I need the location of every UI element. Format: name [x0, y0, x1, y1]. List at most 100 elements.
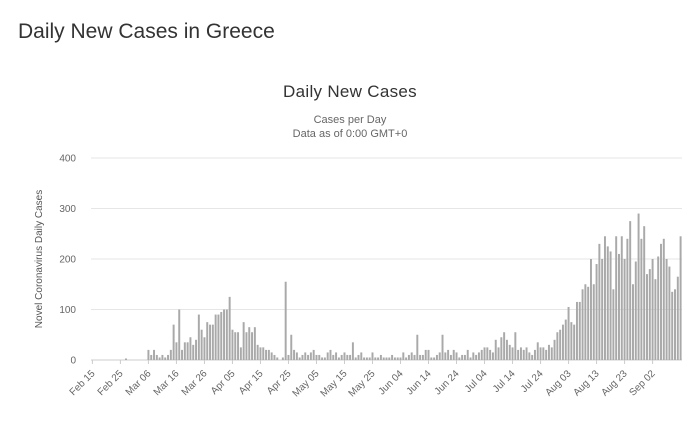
bar[interactable] — [399, 357, 402, 361]
bar[interactable] — [363, 357, 366, 361]
bar[interactable] — [536, 342, 539, 360]
bar[interactable] — [290, 334, 293, 360]
bar[interactable] — [643, 226, 646, 360]
bar[interactable] — [533, 349, 536, 360]
bar[interactable] — [251, 332, 254, 361]
bar[interactable] — [214, 314, 217, 360]
bar[interactable] — [323, 357, 326, 361]
bar[interactable] — [539, 347, 542, 361]
bar[interactable] — [421, 354, 424, 360]
bar[interactable] — [270, 352, 273, 360]
bar[interactable] — [183, 342, 186, 360]
bar[interactable] — [346, 354, 349, 360]
bar[interactable] — [581, 289, 584, 360]
bar[interactable] — [634, 261, 637, 360]
bar[interactable] — [671, 291, 674, 360]
bar[interactable] — [186, 342, 189, 360]
bar[interactable] — [237, 332, 240, 361]
bar[interactable] — [321, 357, 324, 361]
bar[interactable] — [354, 357, 357, 361]
bar[interactable] — [125, 358, 127, 360]
bar[interactable] — [494, 339, 497, 360]
bar[interactable] — [475, 354, 478, 360]
bar[interactable] — [309, 352, 312, 360]
bar[interactable] — [248, 327, 251, 361]
bar[interactable] — [564, 319, 567, 360]
bar[interactable] — [528, 352, 531, 360]
bar[interactable] — [444, 352, 447, 360]
bar[interactable] — [391, 354, 394, 360]
bar[interactable] — [623, 259, 626, 360]
bar[interactable] — [550, 347, 553, 361]
bar[interactable] — [169, 349, 172, 360]
bar[interactable] — [578, 301, 581, 360]
bar[interactable] — [575, 301, 578, 360]
bar[interactable] — [253, 327, 256, 361]
bar[interactable] — [419, 354, 422, 360]
bar[interactable] — [657, 256, 660, 360]
bar[interactable] — [503, 332, 506, 361]
bar[interactable] — [360, 352, 363, 360]
bar[interactable] — [223, 309, 226, 361]
bar[interactable] — [371, 352, 374, 360]
bar[interactable] — [514, 332, 517, 361]
bar[interactable] — [172, 324, 175, 360]
bar[interactable] — [217, 314, 220, 360]
bar[interactable] — [637, 213, 640, 360]
bar[interactable] — [542, 347, 545, 361]
bar[interactable] — [307, 354, 310, 360]
bar[interactable] — [430, 357, 433, 361]
bar[interactable] — [377, 357, 380, 361]
bar[interactable] — [545, 349, 548, 360]
bar[interactable] — [491, 352, 494, 360]
bar[interactable] — [293, 349, 296, 360]
bar[interactable] — [654, 279, 657, 360]
bar[interactable] — [416, 334, 419, 360]
bar[interactable] — [595, 264, 598, 360]
bar[interactable] — [259, 347, 262, 361]
bar[interactable] — [452, 349, 455, 360]
bar[interactable] — [668, 266, 671, 360]
bar[interactable] — [589, 259, 592, 360]
bar[interactable] — [483, 347, 486, 361]
bar[interactable] — [211, 324, 214, 360]
bar[interactable] — [349, 354, 352, 360]
bar[interactable] — [632, 284, 634, 360]
bar[interactable] — [587, 286, 590, 360]
bar[interactable] — [161, 354, 164, 360]
bar[interactable] — [648, 269, 651, 360]
bar[interactable] — [197, 314, 200, 360]
bar[interactable] — [584, 284, 587, 360]
bar[interactable] — [365, 357, 368, 361]
bar[interactable] — [629, 221, 632, 361]
bar[interactable] — [385, 357, 388, 361]
bar[interactable] — [242, 322, 245, 361]
bar[interactable] — [612, 289, 615, 360]
bar[interactable] — [433, 357, 436, 361]
bar[interactable] — [461, 354, 464, 360]
bar[interactable] — [477, 352, 480, 360]
bar[interactable] — [402, 352, 405, 360]
bar[interactable] — [646, 274, 648, 360]
bar[interactable] — [486, 347, 489, 361]
bar[interactable] — [175, 342, 178, 360]
bar[interactable] — [561, 324, 564, 360]
bar[interactable] — [234, 332, 237, 361]
bar[interactable] — [559, 329, 562, 360]
bar[interactable] — [304, 352, 307, 360]
bar[interactable] — [335, 352, 338, 360]
bar[interactable] — [413, 354, 416, 360]
bar[interactable] — [265, 349, 268, 360]
bar[interactable] — [298, 357, 301, 361]
bar[interactable] — [601, 259, 604, 360]
bar[interactable] — [517, 349, 520, 360]
bar[interactable] — [220, 312, 223, 360]
bar[interactable] — [553, 339, 556, 360]
bar[interactable] — [396, 357, 399, 361]
bar[interactable] — [343, 352, 346, 360]
bar[interactable] — [640, 238, 643, 360]
bar[interactable] — [511, 347, 514, 361]
bar[interactable] — [615, 236, 618, 360]
bar[interactable] — [603, 236, 606, 360]
bar[interactable] — [679, 236, 682, 360]
